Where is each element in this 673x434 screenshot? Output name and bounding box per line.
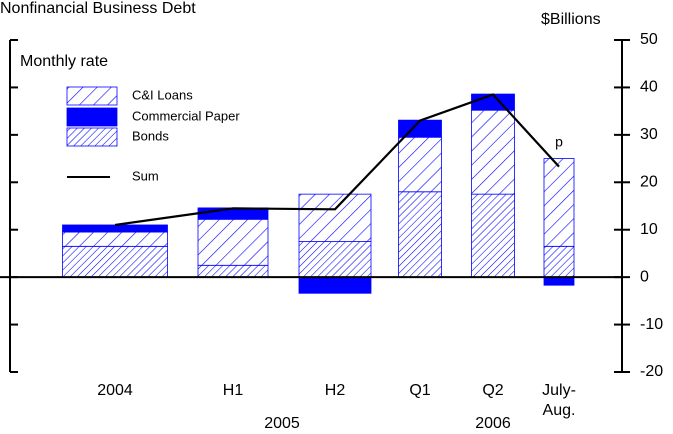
bar-segment xyxy=(298,193,372,242)
x-tick-label: H2 xyxy=(324,382,346,399)
bar-segment xyxy=(62,231,168,247)
bar-segment xyxy=(197,218,269,266)
bar-segment xyxy=(471,109,515,195)
annotation: p xyxy=(555,134,563,150)
bar-segment xyxy=(543,276,575,286)
legend-swatch xyxy=(66,107,118,127)
y-tick-label: 0 xyxy=(640,268,649,285)
bar-segment xyxy=(471,193,515,278)
x-tick-label: Q1 xyxy=(409,382,431,399)
bar-segment xyxy=(398,191,442,278)
y-tick-label: -20 xyxy=(640,363,663,380)
x-tick-label: July- Aug. xyxy=(542,382,576,419)
bar-segment xyxy=(398,119,442,138)
bar-segment xyxy=(197,264,269,278)
y-tick-label: 50 xyxy=(640,31,658,48)
legend-label: C&I Loans xyxy=(132,87,193,102)
group-label: 2006 xyxy=(475,415,511,432)
x-tick-label: 2004 xyxy=(97,382,133,399)
y-tick-label: -10 xyxy=(640,316,663,333)
y-tick-label: 10 xyxy=(640,221,658,238)
x-tick-label: Q2 xyxy=(482,382,504,399)
group-label: 2005 xyxy=(264,415,300,432)
y-tick-label: 40 xyxy=(640,79,658,96)
bar-segment xyxy=(298,241,372,278)
legend-label: Commercial Paper xyxy=(132,108,240,123)
bar-segment xyxy=(471,93,515,111)
legend-label: Bonds xyxy=(132,128,169,143)
bar-segment xyxy=(298,276,372,294)
chart-title: Nonfinancial Business Debt xyxy=(0,0,196,17)
bar-segment xyxy=(398,136,442,193)
legend-label: Sum xyxy=(132,168,159,183)
bar-segment xyxy=(543,158,575,247)
y-tick-label: 30 xyxy=(640,126,658,143)
legend-swatch xyxy=(66,86,118,106)
y-axis-label: $Billions xyxy=(541,11,601,28)
bar-segment xyxy=(62,245,168,278)
legend-swatch xyxy=(66,127,118,147)
bar-segment xyxy=(62,224,168,233)
x-tick-label: H1 xyxy=(222,382,244,399)
y-tick-label: 20 xyxy=(640,174,658,191)
sum-line xyxy=(114,93,560,227)
bar-segment xyxy=(543,245,575,278)
subtitle: Monthly rate xyxy=(20,53,108,70)
